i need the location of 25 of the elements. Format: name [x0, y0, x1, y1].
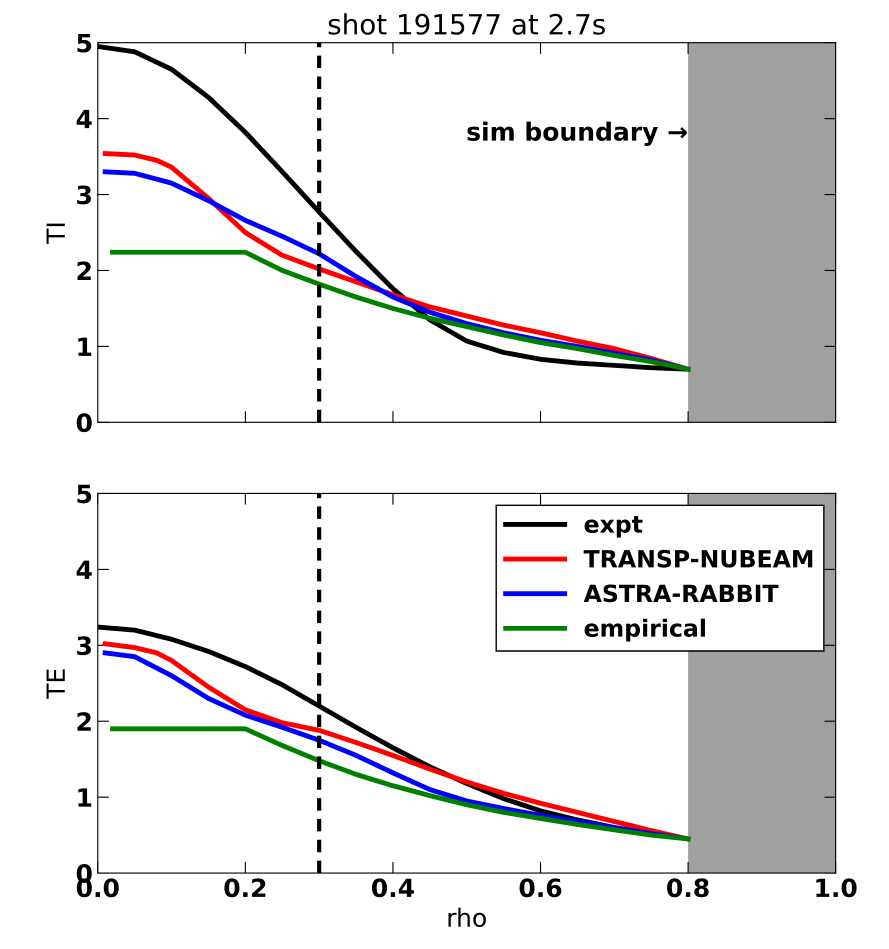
legend-label: empirical — [584, 618, 705, 642]
legend-label: TRANSP-NUBEAM — [584, 550, 812, 568]
y-tick-label: 0 — [76, 413, 92, 432]
y-tick-label: 2 — [78, 712, 91, 731]
x-tick-label: 0.6 — [520, 878, 562, 898]
y-tick-label: 5 — [77, 34, 92, 53]
chart-title: shot 191577 at 2.7s — [328, 13, 605, 35]
y-tick-label: 1 — [78, 338, 92, 356]
annotation: sim boundary → — [467, 122, 687, 146]
x-tick-label: 0.8 — [667, 878, 709, 898]
x-tick-label: 0.2 — [224, 878, 266, 898]
y-tick-label: 1 — [78, 788, 92, 807]
y-tick-label: 4 — [76, 110, 92, 128]
x-tick-label: 1.0 — [816, 878, 857, 898]
x-tick-label: 0.4 — [372, 878, 414, 898]
y-tick-label: 3 — [77, 185, 91, 204]
y-tick-label: 2 — [78, 261, 91, 280]
legend-label: ASTRA-RABBIT — [584, 584, 778, 602]
legend-label: expt — [584, 516, 642, 538]
x-axis-title: rho — [448, 908, 486, 928]
y-axis-title: TE — [46, 669, 65, 699]
y-tick-label: 4 — [76, 560, 92, 579]
y-tick-label: 5 — [77, 484, 92, 504]
y-tick-label: 3 — [77, 636, 91, 656]
y-axis-title: TI — [46, 224, 65, 244]
